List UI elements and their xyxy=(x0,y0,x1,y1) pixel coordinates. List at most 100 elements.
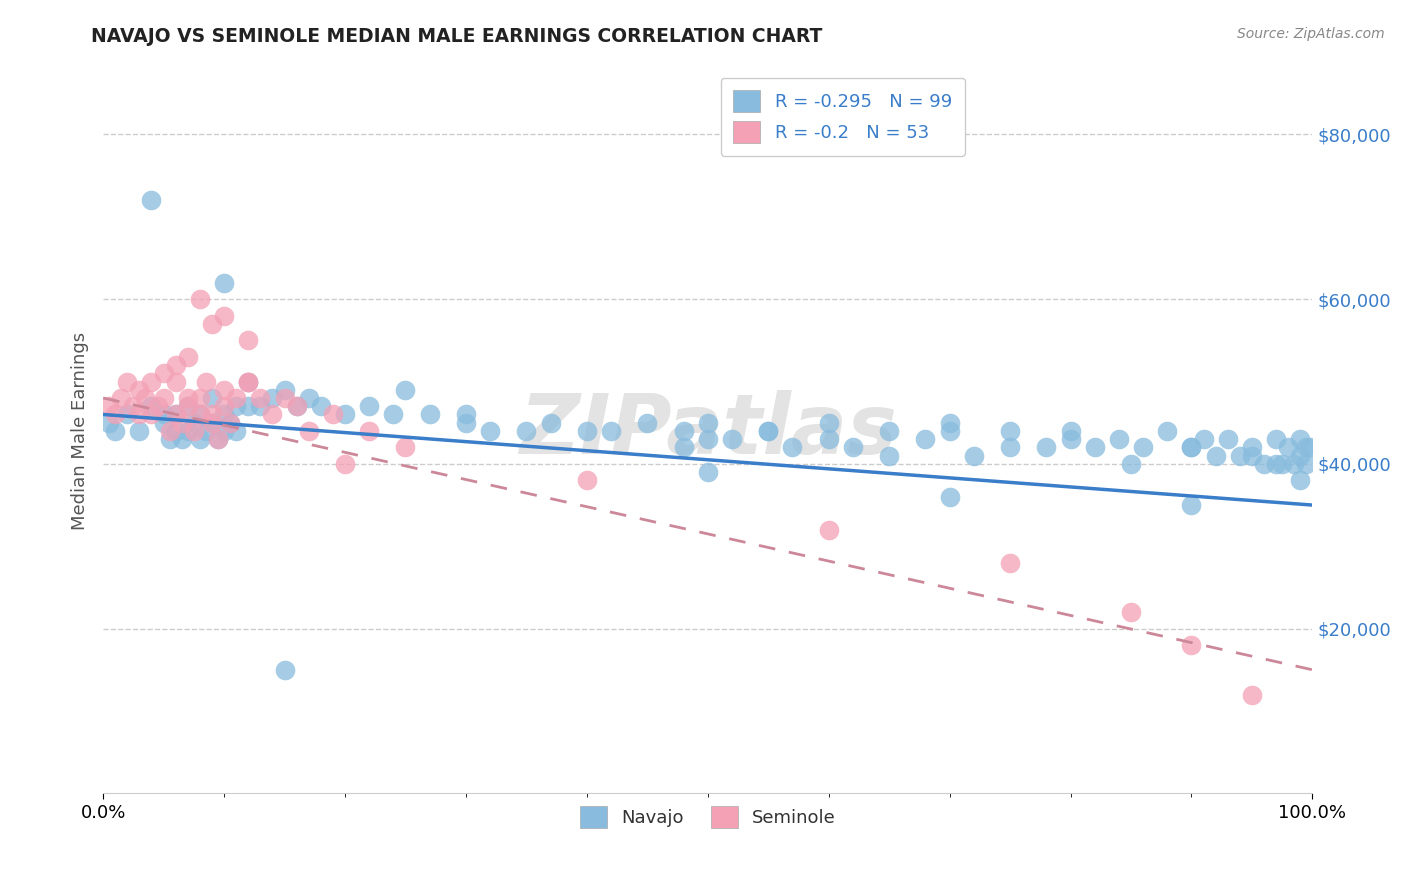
Point xyxy=(782,441,804,455)
Point xyxy=(636,416,658,430)
Text: NAVAJO VS SEMINOLE MEDIAN MALE EARNINGS CORRELATION CHART: NAVAJO VS SEMINOLE MEDIAN MALE EARNINGS … xyxy=(91,27,823,45)
Point xyxy=(419,408,441,422)
Point xyxy=(212,399,235,413)
Point xyxy=(159,432,181,446)
Point xyxy=(1229,449,1251,463)
Point xyxy=(756,424,779,438)
Point xyxy=(212,309,235,323)
Point xyxy=(1216,432,1239,446)
Point xyxy=(1289,474,1312,488)
Point xyxy=(238,334,260,348)
Point xyxy=(1156,424,1178,438)
Point xyxy=(938,490,960,504)
Point xyxy=(600,424,623,438)
Y-axis label: Median Male Earnings: Median Male Earnings xyxy=(72,332,89,530)
Point xyxy=(1299,441,1322,455)
Point xyxy=(575,474,598,488)
Point xyxy=(201,391,224,405)
Point xyxy=(188,391,211,405)
Point xyxy=(201,416,224,430)
Point xyxy=(177,391,200,405)
Point xyxy=(201,317,224,331)
Point xyxy=(273,391,295,405)
Point xyxy=(1035,441,1057,455)
Point xyxy=(238,375,260,389)
Point xyxy=(225,391,247,405)
Point xyxy=(177,399,200,413)
Point xyxy=(394,441,416,455)
Point xyxy=(540,416,562,430)
Point xyxy=(998,424,1021,438)
Point xyxy=(1240,688,1263,702)
Point xyxy=(188,408,211,422)
Point xyxy=(188,292,211,306)
Point xyxy=(998,556,1021,570)
Point xyxy=(117,375,139,389)
Point xyxy=(696,432,718,446)
Point xyxy=(177,399,200,413)
Point xyxy=(207,432,229,446)
Point xyxy=(188,432,211,446)
Point xyxy=(817,416,839,430)
Point xyxy=(141,194,163,208)
Point xyxy=(333,408,356,422)
Point xyxy=(1119,605,1142,619)
Point xyxy=(914,432,936,446)
Point xyxy=(1108,432,1130,446)
Point xyxy=(756,424,779,438)
Point xyxy=(219,416,242,430)
Point xyxy=(938,424,960,438)
Point xyxy=(165,375,187,389)
Point xyxy=(238,375,260,389)
Point xyxy=(262,408,284,422)
Point xyxy=(152,366,174,380)
Point xyxy=(183,424,205,438)
Point xyxy=(575,424,598,438)
Point xyxy=(141,375,163,389)
Point xyxy=(1240,449,1263,463)
Point xyxy=(454,408,477,422)
Point xyxy=(170,432,193,446)
Point xyxy=(212,424,235,438)
Point xyxy=(309,399,332,413)
Point xyxy=(128,424,150,438)
Point xyxy=(98,399,121,413)
Point xyxy=(152,416,174,430)
Point xyxy=(938,416,960,430)
Point xyxy=(225,424,247,438)
Point xyxy=(1059,424,1081,438)
Point xyxy=(1180,441,1202,455)
Point xyxy=(696,416,718,430)
Point xyxy=(152,391,174,405)
Point xyxy=(128,383,150,397)
Point xyxy=(1084,441,1107,455)
Point xyxy=(201,408,224,422)
Point xyxy=(333,457,356,471)
Point xyxy=(1180,498,1202,512)
Point xyxy=(1289,449,1312,463)
Point xyxy=(285,399,308,413)
Point xyxy=(963,449,986,463)
Text: Source: ZipAtlas.com: Source: ZipAtlas.com xyxy=(1237,27,1385,41)
Point xyxy=(219,416,242,430)
Point xyxy=(454,416,477,430)
Point xyxy=(1277,441,1299,455)
Point xyxy=(177,350,200,364)
Point xyxy=(672,441,695,455)
Point xyxy=(201,416,224,430)
Point xyxy=(104,408,127,422)
Point xyxy=(1059,432,1081,446)
Point xyxy=(1265,432,1288,446)
Point xyxy=(1271,457,1294,471)
Point xyxy=(1192,432,1215,446)
Point xyxy=(225,399,247,413)
Point xyxy=(285,399,308,413)
Point xyxy=(207,432,229,446)
Point xyxy=(212,408,235,422)
Point xyxy=(238,375,260,389)
Point xyxy=(359,399,381,413)
Point xyxy=(194,375,217,389)
Point xyxy=(122,399,145,413)
Point xyxy=(152,408,174,422)
Point xyxy=(877,449,900,463)
